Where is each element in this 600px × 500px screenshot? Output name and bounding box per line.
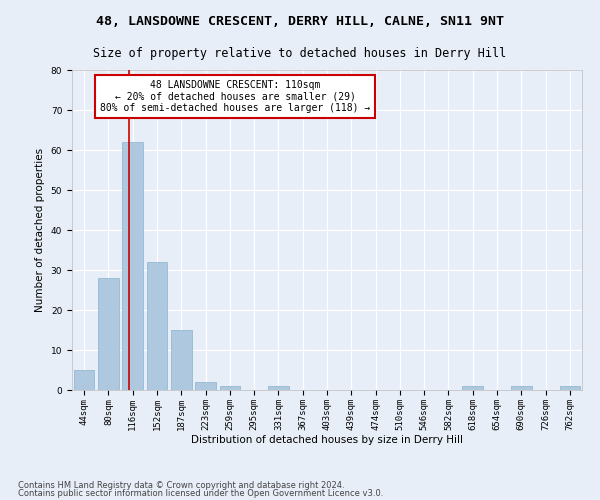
- Y-axis label: Number of detached properties: Number of detached properties: [35, 148, 45, 312]
- Text: Contains HM Land Registry data © Crown copyright and database right 2024.: Contains HM Land Registry data © Crown c…: [18, 480, 344, 490]
- Bar: [463, 386, 483, 390]
- X-axis label: Distribution of detached houses by size in Derry Hill: Distribution of detached houses by size …: [191, 436, 463, 446]
- Bar: [171, 330, 191, 390]
- Bar: [560, 386, 580, 390]
- Bar: [74, 370, 94, 390]
- Bar: [220, 386, 240, 390]
- Text: Contains public sector information licensed under the Open Government Licence v3: Contains public sector information licen…: [18, 489, 383, 498]
- Bar: [268, 386, 289, 390]
- Text: Size of property relative to detached houses in Derry Hill: Size of property relative to detached ho…: [94, 48, 506, 60]
- Bar: [146, 262, 167, 390]
- Bar: [511, 386, 532, 390]
- Bar: [195, 382, 216, 390]
- Text: 48, LANSDOWNE CRESCENT, DERRY HILL, CALNE, SN11 9NT: 48, LANSDOWNE CRESCENT, DERRY HILL, CALN…: [96, 15, 504, 28]
- Bar: [122, 142, 143, 390]
- Bar: [98, 278, 119, 390]
- Text: 48 LANSDOWNE CRESCENT: 110sqm
← 20% of detached houses are smaller (29)
80% of s: 48 LANSDOWNE CRESCENT: 110sqm ← 20% of d…: [100, 80, 370, 113]
